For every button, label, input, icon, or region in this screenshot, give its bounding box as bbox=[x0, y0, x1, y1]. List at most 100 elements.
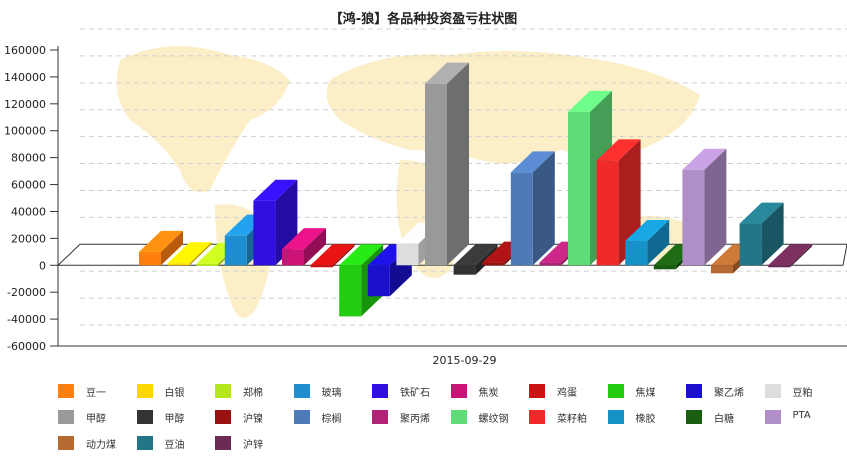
legend-label: 玻璃 bbox=[321, 388, 342, 399]
legend-label: 甲醇 bbox=[86, 414, 106, 425]
legend-label: 聚丙烯 bbox=[400, 414, 430, 425]
bar-front bbox=[224, 235, 247, 266]
legend-swatch bbox=[450, 384, 467, 398]
bar-front bbox=[282, 249, 304, 266]
bar bbox=[625, 220, 670, 266]
legend-swatch bbox=[58, 384, 74, 398]
y-tick-label: 100000 bbox=[4, 125, 46, 138]
bar-front bbox=[539, 262, 562, 266]
bar-top bbox=[167, 242, 212, 264]
legend-label: 焦煤 bbox=[635, 388, 656, 399]
legend-swatch bbox=[215, 384, 231, 398]
legend-swatch bbox=[215, 436, 231, 450]
bar-side bbox=[189, 242, 212, 266]
bar-top bbox=[139, 230, 183, 252]
legend-swatch bbox=[686, 410, 702, 424]
legend-swatch bbox=[58, 436, 74, 450]
legend-swatch bbox=[293, 384, 310, 398]
bar-front bbox=[253, 200, 276, 266]
bar-top bbox=[596, 139, 641, 161]
legend-label: 菜籽粕 bbox=[557, 414, 587, 425]
y-tick-label: -20000 bbox=[7, 286, 46, 299]
bar-top bbox=[739, 202, 784, 224]
bar-front bbox=[139, 251, 161, 266]
axes: -60000 -40000 -20000 0 20000 40000 60000 80000 1… bbox=[4, 44, 847, 367]
legend-label: 沪锌 bbox=[243, 440, 263, 451]
bar bbox=[139, 230, 183, 266]
bar-top bbox=[682, 148, 727, 170]
y-tick-label: 0 bbox=[39, 259, 46, 272]
bar-front bbox=[568, 111, 590, 266]
legend-label: 白糖 bbox=[714, 414, 734, 425]
legend-label: 甲醇 bbox=[164, 414, 185, 425]
legend-label: 铁矿石 bbox=[400, 388, 430, 399]
y-tick-label: 160000 bbox=[4, 44, 46, 57]
bar-front bbox=[596, 160, 619, 266]
legend-swatch bbox=[764, 384, 781, 398]
legend-swatch bbox=[607, 410, 624, 424]
bar-top bbox=[425, 62, 469, 84]
bar-side bbox=[532, 151, 555, 266]
bar bbox=[510, 151, 555, 266]
bar-top bbox=[310, 244, 355, 266]
legend-swatch bbox=[686, 384, 702, 398]
legend-swatch bbox=[764, 410, 781, 424]
bar-top bbox=[253, 179, 298, 201]
legend-label: 动力煤 bbox=[86, 440, 116, 451]
bar-front bbox=[510, 172, 533, 266]
y-tick-label: 120000 bbox=[4, 98, 46, 111]
bar-top bbox=[568, 90, 612, 112]
legend-label: 豆油 bbox=[164, 440, 185, 451]
bars bbox=[139, 62, 813, 317]
legend-swatch bbox=[58, 410, 74, 424]
legend-swatch bbox=[529, 384, 545, 398]
bar-front bbox=[367, 265, 390, 297]
bar-front bbox=[196, 263, 219, 266]
bar bbox=[167, 242, 212, 266]
legend-swatch bbox=[293, 410, 310, 424]
bar-top bbox=[282, 228, 326, 250]
bar-front bbox=[625, 241, 648, 266]
bar bbox=[282, 228, 326, 266]
bar-side bbox=[447, 62, 469, 266]
bar bbox=[682, 148, 727, 266]
legend-swatch bbox=[372, 384, 388, 398]
legend-label: 白银 bbox=[164, 388, 185, 399]
legend-swatch bbox=[607, 384, 624, 398]
bar-front bbox=[453, 265, 476, 275]
y-tick-label: -40000 bbox=[7, 313, 46, 326]
bar-front bbox=[167, 263, 190, 266]
y-tick-label: 80000 bbox=[11, 152, 46, 165]
legend-label: 豆一 bbox=[86, 388, 106, 399]
y-tick-label: 140000 bbox=[4, 71, 46, 84]
legend-swatch bbox=[529, 410, 545, 424]
bar-front bbox=[339, 265, 362, 317]
bar-front bbox=[739, 223, 762, 266]
legend-swatch bbox=[136, 384, 153, 398]
legend-label: 橡胶 bbox=[635, 414, 656, 425]
bar-side bbox=[647, 220, 670, 266]
bar-front bbox=[425, 83, 447, 266]
bar-side bbox=[304, 228, 326, 266]
bar-top bbox=[625, 220, 670, 242]
y-tick-label: 60000 bbox=[11, 179, 46, 192]
legend-swatch bbox=[450, 410, 467, 424]
x-tick-label: 2015-09-29 bbox=[433, 354, 497, 367]
legend-label: 焦炭 bbox=[478, 388, 499, 399]
bar-front bbox=[482, 262, 505, 266]
legend-label: 聚乙烯 bbox=[714, 388, 744, 399]
bar-front bbox=[310, 265, 333, 268]
bar bbox=[310, 244, 355, 268]
y-tick-label: -60000 bbox=[7, 340, 46, 353]
bar-front bbox=[711, 265, 733, 274]
legend-swatch bbox=[136, 436, 153, 450]
bar-top bbox=[339, 244, 384, 266]
legend-label: 鸡蛋 bbox=[557, 388, 577, 399]
legend-label: 螺纹钢 bbox=[478, 414, 509, 425]
legend-label: 沪镍 bbox=[243, 414, 263, 425]
bar-top bbox=[510, 151, 555, 173]
legend-swatch bbox=[136, 410, 153, 424]
legend-label: PTA bbox=[792, 410, 811, 421]
y-tick-label: 40000 bbox=[11, 205, 46, 218]
